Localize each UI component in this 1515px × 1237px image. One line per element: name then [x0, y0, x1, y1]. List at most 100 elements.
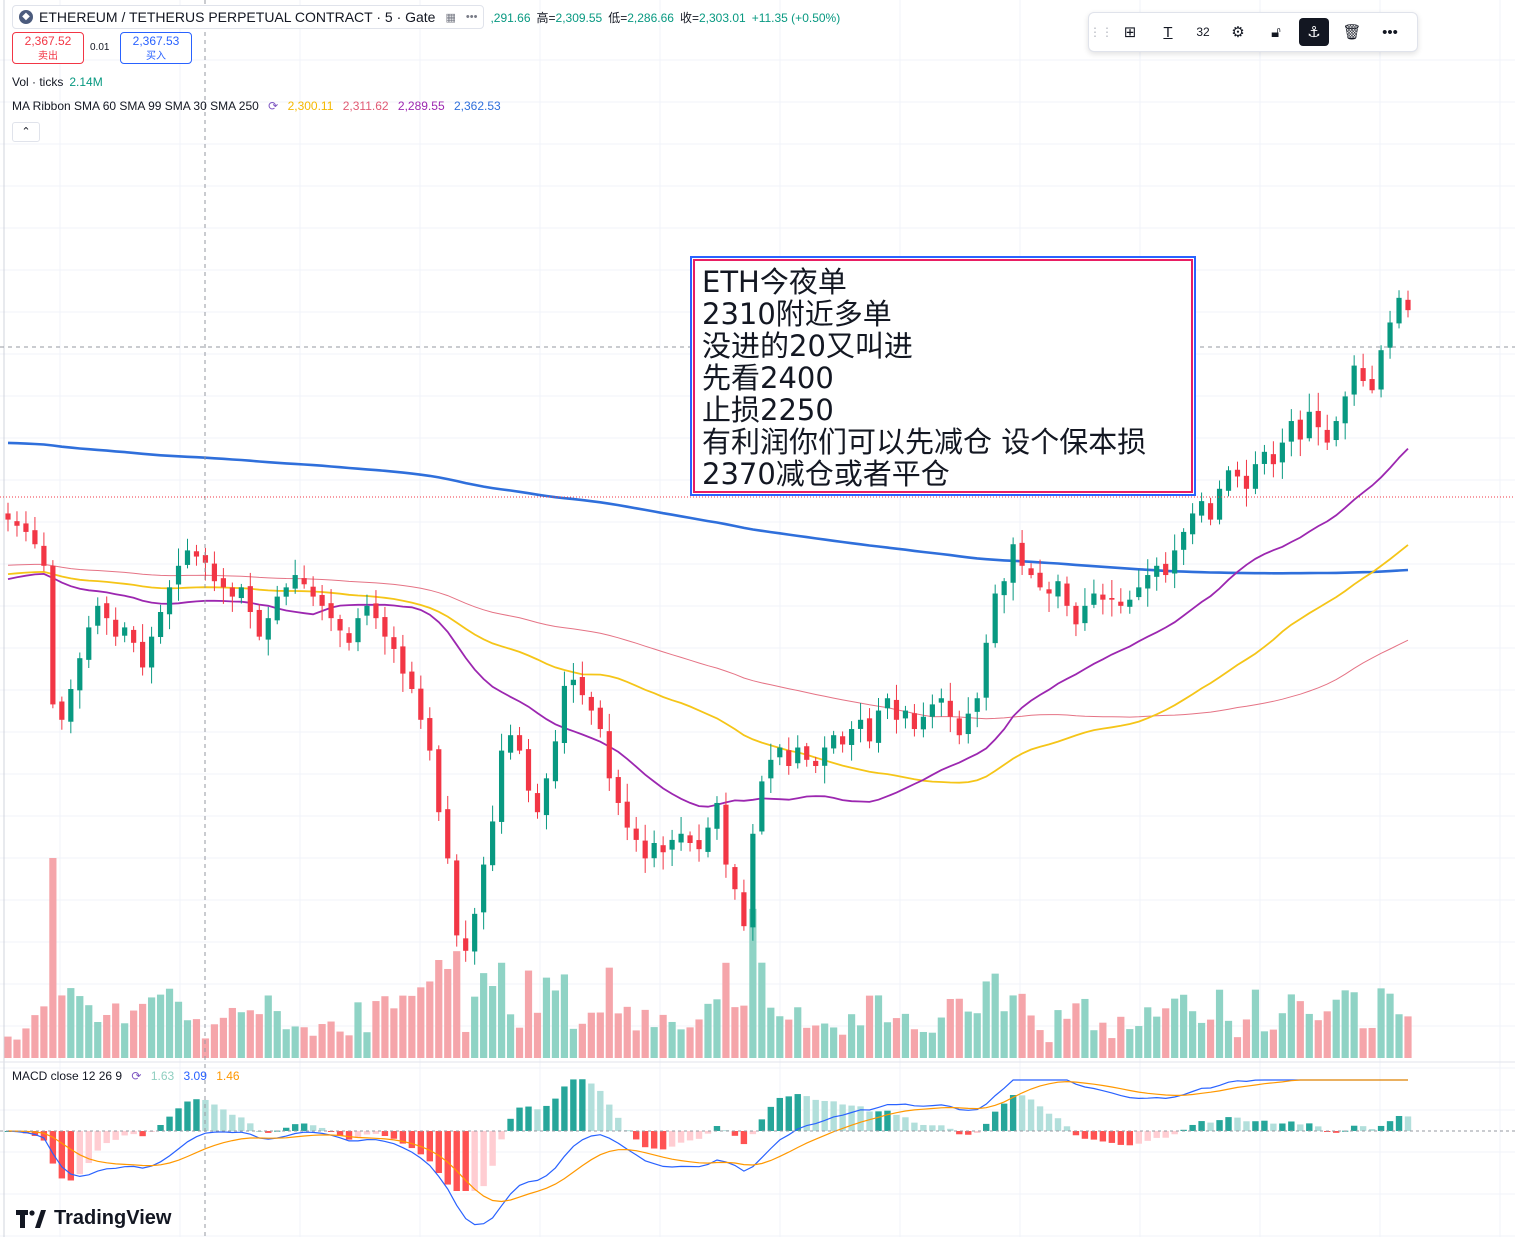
volume-bar [336, 1031, 344, 1058]
candle-body [786, 750, 792, 766]
candle-body [113, 619, 119, 637]
candle-body [534, 793, 541, 813]
chevron-up-icon: ⌃ [21, 126, 31, 138]
candle-body [570, 679, 576, 686]
delete-trash-icon[interactable]: 🗑︎ [1342, 24, 1362, 41]
volume-bar [1395, 1014, 1403, 1058]
volume-bar [892, 1018, 901, 1058]
anchor-icon[interactable]: ⚓︎ [1299, 18, 1329, 46]
settings-gear-icon[interactable]: ⚙ [1231, 24, 1245, 41]
macd-histogram-bar [238, 1117, 245, 1131]
candle-body [974, 698, 980, 712]
candle-body [481, 864, 487, 913]
candle-body [50, 565, 56, 705]
volume-bar [345, 1035, 353, 1058]
volume-bar [426, 981, 434, 1058]
macd-line-value: 3.09 [183, 1069, 207, 1083]
candle-body [256, 609, 262, 637]
macd-histogram-bar [1054, 1118, 1062, 1131]
open-value: ,291.66 [490, 10, 531, 25]
volume-bar [1180, 994, 1188, 1058]
more-options-icon[interactable]: ••• [1382, 23, 1398, 41]
macd-histogram-bar [417, 1131, 425, 1155]
macd-histogram-bar [839, 1104, 846, 1131]
candle-body [382, 617, 388, 637]
font-size-button[interactable]: 32 [1196, 25, 1210, 39]
candle-body [41, 545, 47, 566]
candle-body [1118, 601, 1124, 606]
volume-bar [1108, 1038, 1116, 1058]
buy-button[interactable]: 2,367.53 买入 [120, 32, 192, 64]
candle-body [624, 801, 630, 828]
volume-bar [623, 1006, 631, 1058]
candle-body [238, 587, 244, 599]
macd-histogram-bar [713, 1126, 721, 1131]
drag-handle-icon[interactable]: ⋮⋮ [1089, 25, 1113, 39]
volume-bar [982, 981, 990, 1058]
spread-value: 0.01 [90, 42, 110, 53]
text-color-icon[interactable]: T [1163, 23, 1173, 41]
lock-icon[interactable]: 🔓︎ [1271, 23, 1281, 41]
macd-histogram-bar [983, 1123, 990, 1131]
candle-body [983, 642, 989, 698]
macd-histogram-bar [399, 1131, 407, 1144]
volume-bar [139, 1003, 147, 1058]
tradingview-logo[interactable]: TradingView [16, 1207, 171, 1230]
macd-histogram-bar [803, 1096, 810, 1131]
macd-histogram-bar [785, 1096, 792, 1131]
macd-histogram-bar [1297, 1124, 1304, 1131]
indicator-settings-icon[interactable]: ⟳ [268, 99, 279, 113]
candle-body [1082, 605, 1088, 624]
candle-body [229, 587, 235, 597]
candle-body [220, 578, 226, 588]
macd-histogram-bar [390, 1131, 398, 1139]
volume-bar [489, 986, 497, 1058]
symbol-box[interactable]: ◆ ETHEREUM / TETHERUS PERPETUAL CONTRACT… [12, 5, 485, 29]
macd-histogram-bar [731, 1131, 739, 1136]
macd-histogram-bar [426, 1131, 433, 1162]
volume-bar [49, 858, 57, 1058]
macd-histogram-bar [444, 1131, 451, 1185]
volume-legend-value: 2.14M [69, 75, 103, 89]
candle-body [355, 618, 361, 643]
candle-body [857, 719, 864, 729]
volume-bar [1368, 1027, 1376, 1058]
macd-legend[interactable]: MACD close 12 26 9 ⟳ 1.63 3.09 1.46 [12, 1069, 240, 1083]
macd-histogram-bar [1099, 1131, 1107, 1142]
macd-histogram-bar [1207, 1122, 1214, 1131]
macd-histogram-bar [121, 1131, 128, 1136]
macd-histogram-bar [588, 1083, 595, 1131]
volume-bar [121, 1023, 129, 1058]
volume-bar [964, 1011, 972, 1058]
compare-icon[interactable]: ▦ [445, 11, 456, 24]
collapse-legend-button[interactable]: ⌃ [12, 122, 40, 142]
macd-histogram-bar [974, 1131, 981, 1133]
volume-bar [973, 1013, 981, 1058]
macd-histogram-bar [372, 1131, 380, 1134]
macd-histogram-bar [1180, 1129, 1187, 1131]
candle-body [1261, 451, 1268, 464]
more-dots-icon[interactable]: ••• [465, 11, 478, 23]
candle-body [1243, 475, 1250, 489]
volume-bar [183, 1020, 192, 1058]
candle-body [696, 840, 702, 850]
template-icon[interactable]: ⊞ [1123, 24, 1137, 41]
volume-bar [327, 1021, 335, 1058]
candle-body [472, 913, 478, 952]
volume-legend[interactable]: Vol · ticks 2.14M [12, 75, 103, 89]
sell-button[interactable]: 2,367.52 卖出 [12, 32, 84, 64]
volume-bar [1036, 1030, 1044, 1058]
candle-body [840, 736, 846, 745]
candle-body [131, 629, 137, 643]
macd-histogram-bar [1216, 1120, 1223, 1131]
candle-body [552, 741, 559, 782]
ma-ribbon-legend[interactable]: MA Ribbon SMA 60 SMA 99 SMA 30 SMA 250 ⟳… [12, 99, 501, 113]
macd-histogram-value: 1.63 [150, 1069, 175, 1083]
candle-body [1378, 350, 1384, 390]
candle-body [561, 685, 568, 744]
macd-settings-icon[interactable]: ⟳ [131, 1069, 142, 1083]
macd-histogram-bar [67, 1131, 75, 1181]
candle-body [678, 833, 684, 843]
trade-note-box[interactable]: ETH今夜单 2310附近多单 没进的20又叫进 先看2400 止损2250 有… [690, 256, 1196, 496]
